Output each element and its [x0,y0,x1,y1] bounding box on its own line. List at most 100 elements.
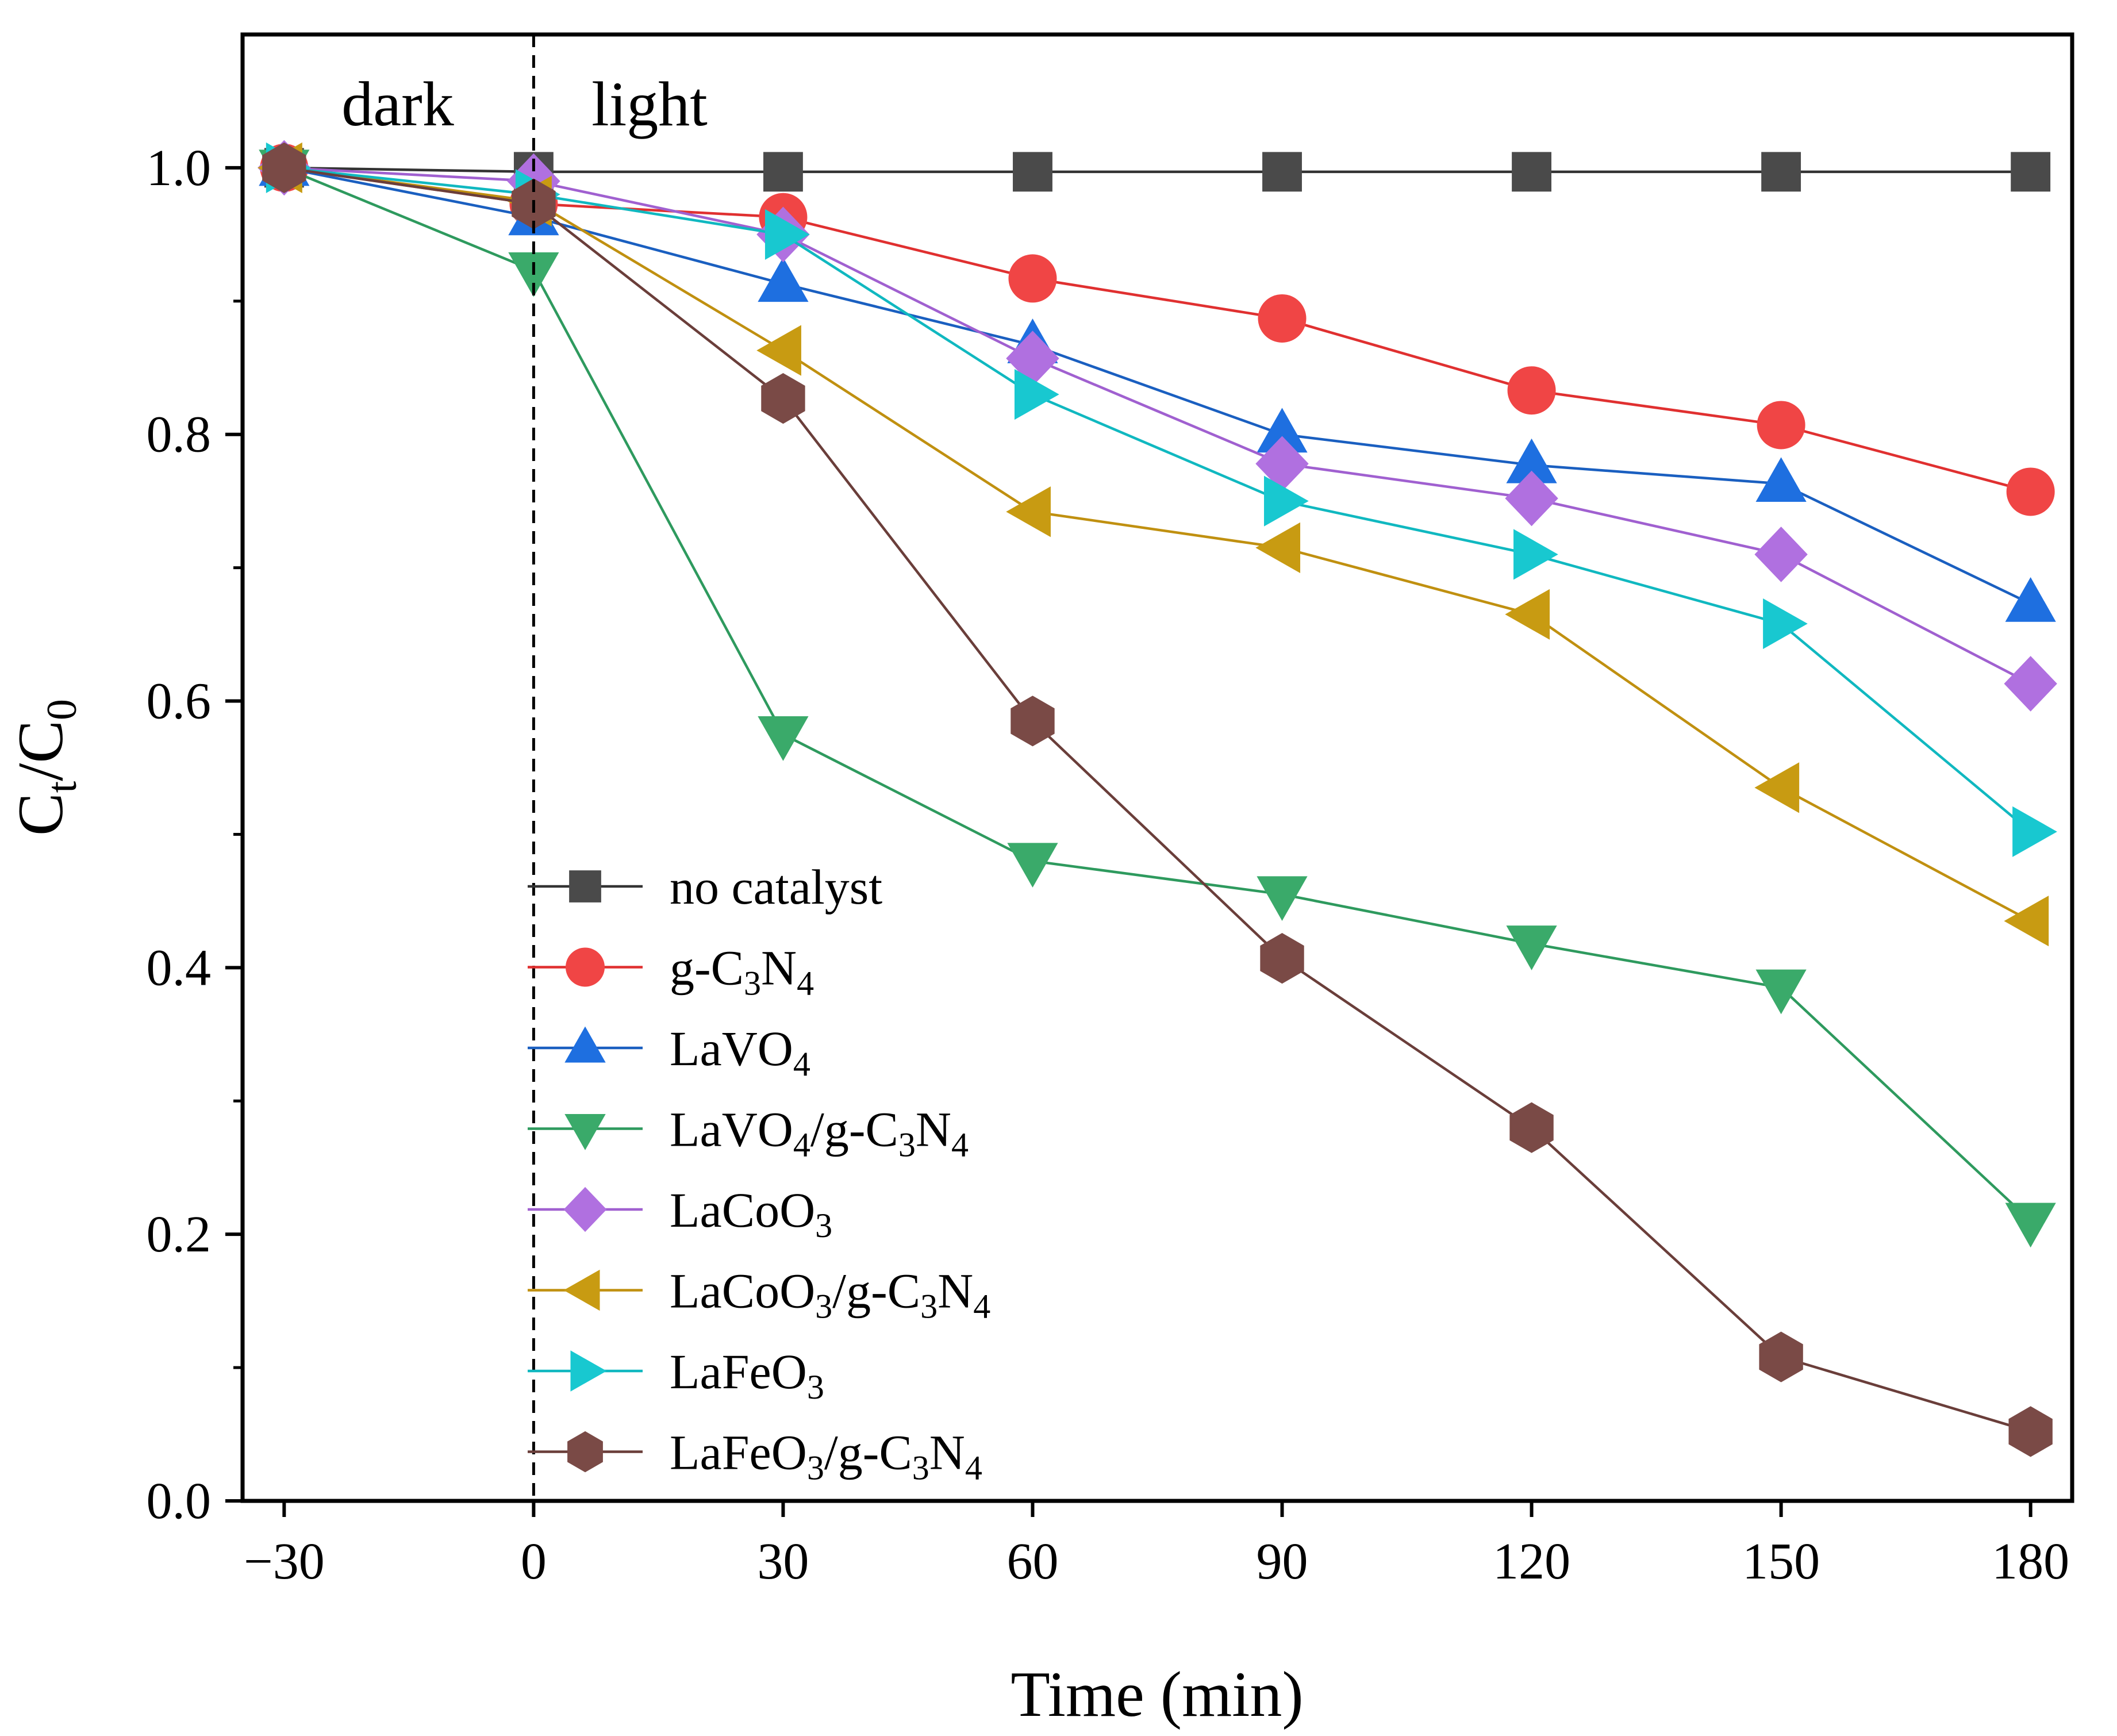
data-point [1507,366,1556,415]
y-tick-label: 0.0 [147,1473,212,1530]
data-point [1257,408,1308,453]
data-point [1014,369,1059,420]
legend-item-4: LaCoO3 [528,1182,832,1245]
y-axis-title: Ct/C0 [5,699,86,836]
series-3 [259,149,2056,1248]
series-line [284,166,2031,1433]
series-7 [262,142,2053,1457]
data-point [764,209,810,260]
x-tick-label: −30 [244,1533,325,1590]
data-point [1757,401,1805,450]
legend-marker [564,1026,606,1063]
data-point [2005,1203,2056,1248]
data-point [1754,762,1800,813]
data-point [1260,933,1304,984]
data-point [758,716,809,761]
x-tick-label: 180 [1992,1533,2069,1590]
data-point [262,142,306,194]
legend-item-5: LaCoO3/g-C3N4 [528,1263,990,1326]
annotation-dark: dark [341,69,454,139]
legend-item-2: LaVO4 [528,1021,810,1083]
x-tick-label: 90 [1257,1533,1308,1590]
data-point [1754,527,1808,582]
data-point [1008,254,1057,303]
legend-item-3: LaVO4/g-C3N4 [528,1102,969,1164]
legend-label: LaCoO3 [670,1182,832,1245]
data-point [1262,152,1302,192]
y-tick-label: 0.4 [147,939,212,996]
y-tick-label: 0.2 [147,1206,212,1263]
legend-marker [567,1431,603,1473]
series-line [283,166,2031,605]
legend: no catalyst g-C3N4 LaVO4 LaVO4/g-C3N4 LaCoO3… [528,859,990,1487]
axes-layer: −30 0 30 60 90 120 150 180 0.0 0.2 0.4 0.6 0.8 1.0 [147,34,2069,1590]
data-point [1006,331,1059,386]
data-point [1761,152,1801,192]
data-point [2004,656,2057,712]
legend-marker [569,870,601,902]
legend-marker [566,947,605,987]
data-point [763,152,803,192]
legend-marker [564,1114,606,1150]
data-point [1255,436,1309,492]
legend-label: LaCoO3/g-C3N4 [670,1263,990,1326]
legend-item-1: g-C3N4 [528,940,814,1003]
legend-item-7: LaFeO3/g-C3N4 [528,1425,982,1487]
data-point [1759,1331,1803,1382]
legend-marker [570,1350,607,1392]
legend-marker [563,1186,607,1232]
x-tick-label: 60 [1006,1533,1058,1590]
data-point [1257,876,1308,921]
series-line [284,166,2031,923]
legend-label: no catalyst [670,859,882,915]
data-point [1512,152,1552,192]
data-point [2012,806,2057,857]
data-point [1505,589,1550,640]
legend-marker [563,1269,600,1311]
legend-label: LaFeO3/g-C3N4 [670,1425,982,1487]
legend-item-0: no catalyst [528,859,882,915]
series-4 [258,140,2057,712]
data-point [1255,522,1301,573]
annotation-light: light [591,69,708,139]
series-line [284,166,2031,493]
series-layer [258,140,2057,1457]
data-point [1755,457,1807,502]
y-tick-label: 0.8 [147,406,212,463]
data-point [2005,577,2056,622]
data-point [1264,475,1309,527]
x-tick-label: 120 [1493,1533,1570,1590]
data-point [2004,896,2049,947]
series-line [284,166,2031,174]
data-point [1506,925,1557,970]
data-point [758,257,809,302]
x-tick-label: 150 [1742,1533,1820,1590]
data-point [1007,843,1058,888]
data-point [1509,1102,1554,1153]
data-point [1505,470,1558,527]
legend-label: LaFeO3 [670,1344,824,1406]
data-point [1011,696,1055,747]
series-line [284,166,2031,685]
data-point [1258,294,1307,343]
data-point [1006,486,1051,537]
data-point [2008,1406,2053,1457]
x-tick-label: 30 [757,1533,809,1590]
series-line [283,166,2032,1222]
x-tick-label: 0 [521,1533,547,1590]
plot-frame [240,32,2074,1503]
data-point [2011,152,2051,192]
legend-label: g-C3N4 [670,940,814,1003]
data-point [1763,598,1808,650]
data-point [1513,529,1558,580]
legend-item-6: LaFeO3 [528,1344,824,1406]
data-point [761,373,805,424]
data-point [756,325,801,376]
legend-label: LaVO4/g-C3N4 [670,1102,969,1164]
data-point [1013,152,1052,192]
legend-label: LaVO4 [670,1021,810,1083]
y-tick-label: 0.6 [147,673,212,730]
y-tick-label: 1.0 [147,140,212,197]
data-point [1506,438,1557,483]
